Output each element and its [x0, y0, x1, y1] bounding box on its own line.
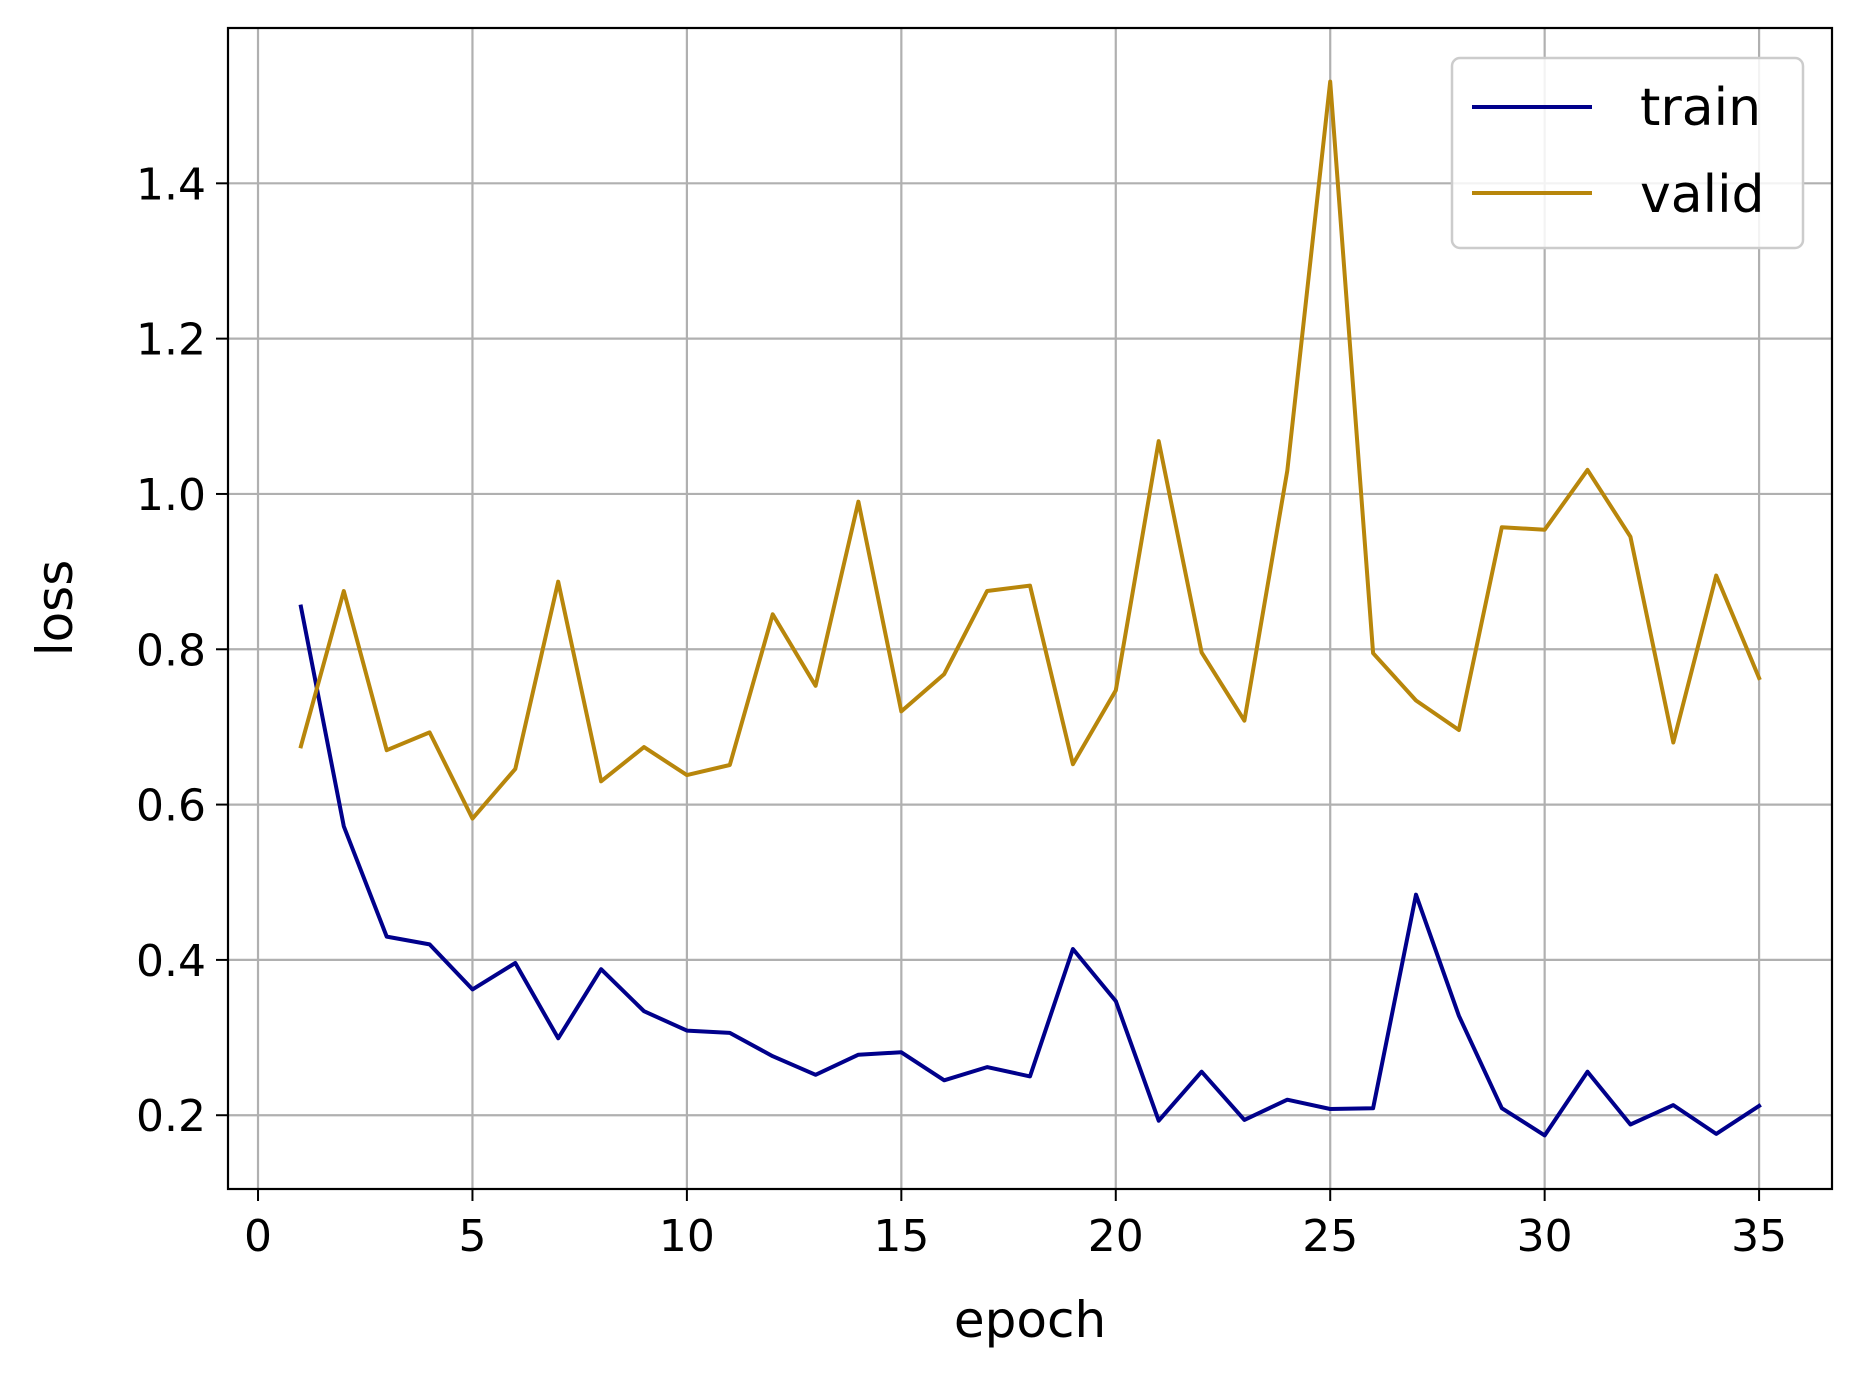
x-tick-label: 25: [1302, 1211, 1358, 1262]
grid: [228, 28, 1832, 1189]
series-lines: [298, 79, 1762, 1138]
y-tick-label: 1.0: [136, 470, 206, 521]
legend: train valid: [1450, 56, 1805, 250]
x-tick-label: 10: [659, 1211, 715, 1262]
plot-frame: [226, 26, 1834, 1191]
x-tick-label: 5: [458, 1211, 486, 1262]
x-tick-label: 30: [1517, 1211, 1573, 1262]
y-axis-label: loss: [26, 560, 84, 657]
x-tick-label: 15: [873, 1211, 929, 1262]
y-tick-label: 0.4: [136, 936, 206, 987]
series-line-valid: [298, 79, 1762, 821]
legend-train-label: train: [1640, 78, 1761, 138]
x-axis-label: epoch: [954, 1291, 1106, 1349]
series-line-train: [298, 604, 1762, 1138]
x-axis-ticks: 0 5 10 15 20 25 30 35: [244, 1189, 1787, 1262]
y-tick-label: 0.8: [136, 625, 206, 676]
y-axis-ticks: 0.2 0.4 0.6 0.8 1.0 1.2 1.4: [136, 159, 228, 1142]
x-tick-label: 20: [1088, 1211, 1144, 1262]
x-tick-label: 0: [244, 1211, 272, 1262]
y-tick-label: 0.2: [136, 1091, 206, 1142]
x-tick-label: 35: [1731, 1211, 1787, 1262]
y-tick-label: 1.4: [136, 159, 206, 210]
legend-valid-label: valid: [1640, 165, 1765, 225]
y-tick-label: 0.6: [136, 781, 206, 832]
y-tick-label: 1.2: [136, 315, 206, 366]
